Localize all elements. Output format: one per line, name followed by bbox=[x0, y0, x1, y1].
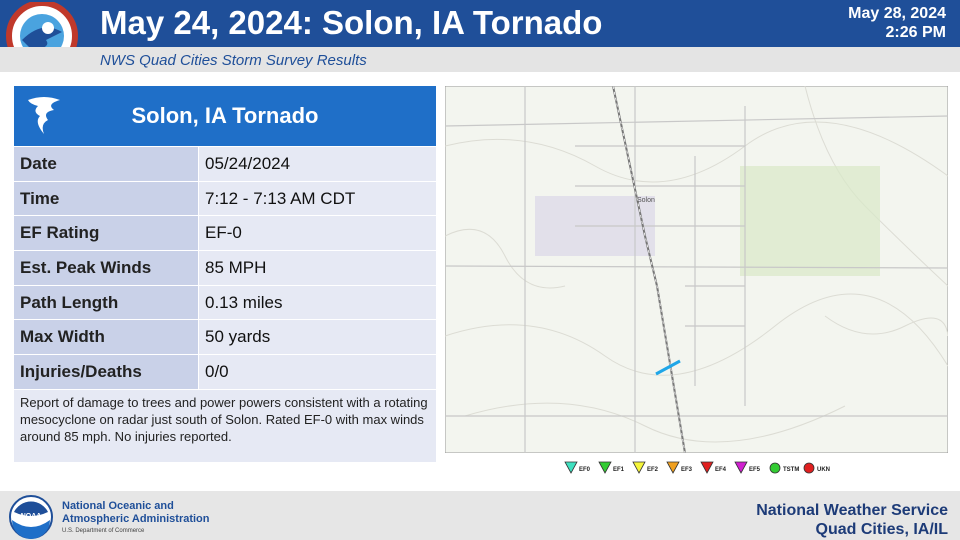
row-label: Est. Peak Winds bbox=[14, 251, 199, 285]
table-row: Path Length 0.13 miles bbox=[14, 284, 436, 320]
legend-label: EF4 bbox=[715, 467, 727, 473]
row-label: Max Width bbox=[14, 320, 199, 355]
legend-symbol bbox=[769, 462, 781, 474]
table-row: Date 05/24/2024 bbox=[14, 146, 436, 181]
row-label: Time bbox=[14, 181, 199, 216]
row-label: EF Rating bbox=[14, 216, 199, 251]
office: National Weather Service Quad Cities, IA/… bbox=[756, 501, 948, 539]
tornado-path bbox=[655, 359, 681, 376]
row-label: Date bbox=[14, 147, 199, 181]
time: 2:26 PM bbox=[885, 24, 946, 41]
subtitle-bar bbox=[0, 47, 960, 72]
legend-label: TSTM bbox=[783, 467, 799, 473]
description: Report of damage to trees and power powe… bbox=[14, 388, 436, 462]
table-body: Date 05/24/2024 Time 7:12 - 7:13 AM CDT EF R… bbox=[14, 146, 436, 389]
legend-label: EF2 bbox=[647, 467, 659, 473]
table-row: EF Rating EF-0 bbox=[14, 215, 436, 251]
legend-label: EF0 bbox=[579, 467, 591, 473]
survey-table: Solon, IA Tornado Date 05/24/2024 Time 7:12… bbox=[14, 86, 436, 462]
date: May 28, 2024 bbox=[848, 5, 946, 22]
footer-bar bbox=[0, 491, 960, 540]
legend-symbol bbox=[666, 461, 680, 474]
table-row: Max Width 50 yards bbox=[14, 319, 436, 355]
issue-date: May 28, 2024 2:26 PM bbox=[848, 4, 946, 42]
table-row: Time 7:12 - 7:13 AM CDT bbox=[14, 180, 436, 216]
row-label: Injuries/Deaths bbox=[14, 355, 199, 389]
map: Solon bbox=[445, 86, 948, 453]
noaa-logo: NOAA bbox=[9, 495, 53, 539]
tornado-icon bbox=[28, 97, 60, 134]
town-label: Solon bbox=[637, 197, 655, 204]
legend-label: EF3 bbox=[681, 467, 693, 473]
table-row: Est. Peak Winds 85 MPH bbox=[14, 250, 436, 285]
noaa-text: NOAA bbox=[21, 513, 42, 520]
legend: EF0 EF1 EF2 EF3 EF4 EF5 TSTM UKN bbox=[564, 461, 830, 474]
legend-symbol bbox=[803, 462, 815, 474]
legend-label: UKN bbox=[817, 467, 830, 473]
table-row: Injuries/Deaths 0/0 bbox=[14, 354, 436, 389]
office-line: Quad Cities, IA/IL bbox=[815, 521, 948, 538]
row-value: 0.13 miles bbox=[199, 285, 436, 320]
subtitle: NWS Quad Cities Storm Survey Results bbox=[100, 52, 367, 69]
legend-symbol bbox=[564, 461, 578, 474]
agency-line: Atmospheric Administration bbox=[62, 513, 210, 525]
department: U.S. Department of Commerce bbox=[62, 528, 145, 534]
table-title: Solon, IA Tornado bbox=[131, 103, 319, 128]
legend-symbol bbox=[632, 461, 646, 474]
header-bar bbox=[0, 0, 960, 47]
legend-symbol bbox=[598, 461, 612, 474]
agency-line: National Oceanic and bbox=[62, 500, 174, 512]
row-value: EF-0 bbox=[199, 216, 436, 251]
row-value: 85 MPH bbox=[199, 251, 436, 285]
title: May 24, 2024: Solon, IA Tornado bbox=[100, 4, 603, 41]
agency: National Oceanic and Atmospheric Administ… bbox=[62, 500, 210, 526]
legend-label: EF5 bbox=[749, 467, 761, 473]
office-line: National Weather Service bbox=[756, 502, 948, 519]
table-header: Solon, IA Tornado bbox=[14, 86, 436, 146]
row-value: 0/0 bbox=[199, 355, 436, 389]
row-value: 7:12 - 7:13 AM CDT bbox=[199, 181, 436, 216]
row-value: 05/24/2024 bbox=[199, 147, 436, 181]
legend-symbol bbox=[734, 461, 748, 474]
row-label: Path Length bbox=[14, 285, 199, 320]
legend-label: EF1 bbox=[613, 467, 625, 473]
row-value: 50 yards bbox=[199, 320, 436, 355]
legend-symbol bbox=[700, 461, 714, 474]
